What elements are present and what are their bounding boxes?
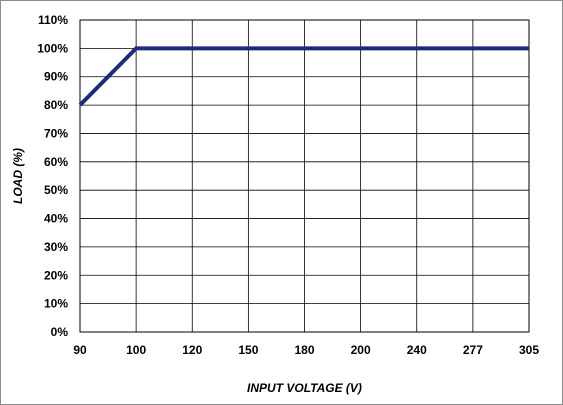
y-tick-label: 110% — [38, 13, 68, 27]
y-tick-labels: 0% 10% 20% 30% 40% 50% 60% 70% 80% 90% 100% 110% — [37, 13, 68, 339]
y-tick-label: 90% — [44, 70, 68, 84]
x-tick-label: 240 — [407, 343, 427, 357]
data-series — [78, 46, 529, 107]
y-tick-label: 30% — [44, 240, 68, 254]
x-tick-label: 150 — [238, 343, 258, 357]
y-tick-label: 80% — [44, 98, 68, 112]
y-tick-label: 20% — [44, 268, 68, 282]
y-tick-label: 100% — [37, 41, 68, 55]
series-line — [78, 46, 529, 107]
y-tick-label: 50% — [44, 183, 68, 197]
y-tick-label: 0% — [51, 325, 69, 339]
x-tick-label: 180 — [294, 343, 314, 357]
y-tick-label: 70% — [44, 126, 68, 140]
y-axis-title: LOAD (%) — [11, 148, 25, 204]
x-tick-label: 100 — [126, 343, 146, 357]
plot-area — [79, 19, 530, 333]
x-tick-label: 90 — [73, 343, 87, 357]
x-tick-label: 305 — [519, 343, 539, 357]
x-tick-label: 120 — [182, 343, 202, 357]
x-tick-label: 277 — [463, 343, 483, 357]
x-axis-title: INPUT VOLTAGE (V) — [247, 381, 362, 395]
x-tick-labels: 90 100 120 150 180 200 240 277 305 — [73, 343, 539, 357]
y-tick-label: 40% — [44, 212, 68, 226]
y-tick-label: 10% — [44, 297, 68, 311]
y-tick-label: 60% — [44, 155, 68, 169]
x-tick-label: 200 — [351, 343, 371, 357]
grid-lines — [79, 19, 530, 333]
